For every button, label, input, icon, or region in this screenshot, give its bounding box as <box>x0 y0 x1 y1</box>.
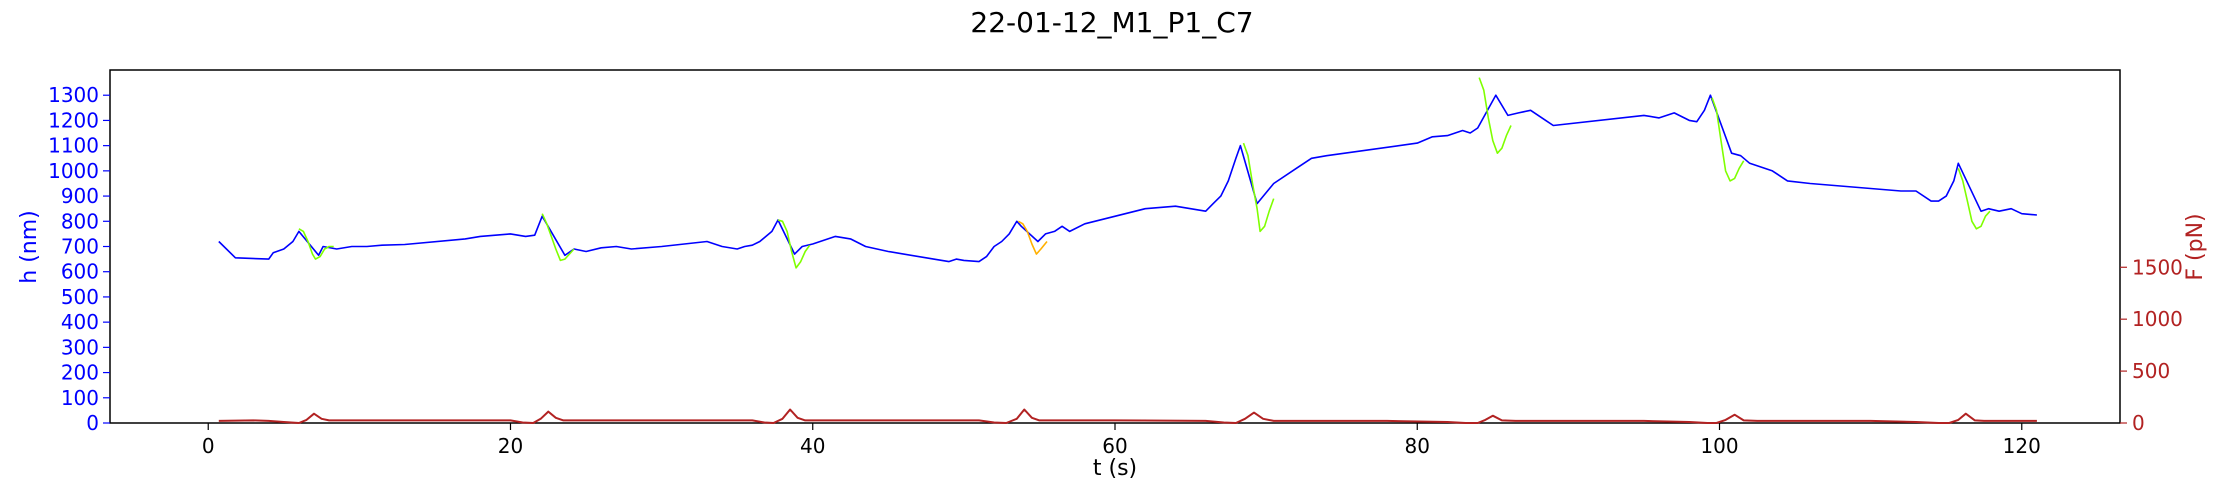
height-trace-6 <box>1478 77 1512 154</box>
series-layer <box>218 77 2037 424</box>
x-tick-label: 20 <box>498 434 523 458</box>
x-tick-label: 80 <box>1405 434 1430 458</box>
left-y-tick-label: 0 <box>86 411 99 435</box>
left-y-tick-label: 300 <box>61 335 99 359</box>
x-tick-label: 120 <box>2003 434 2041 458</box>
height-trace-4 <box>1017 220 1048 255</box>
left-y-tick-label: 1000 <box>48 159 99 183</box>
x-tick-label: 100 <box>1700 434 1738 458</box>
left-y-tick-label: 700 <box>61 235 99 259</box>
right-y-tick-label: 1000 <box>2132 307 2183 331</box>
x-axis-ticks: 0 20 40 60 80 100 120 <box>202 423 2041 458</box>
left-y-tick-label: 600 <box>61 260 99 284</box>
x-axis-label: t (s) <box>1093 456 1137 481</box>
right-y-axis-ticks: 0 500 1000 1500 <box>2120 255 2183 435</box>
plot-frame <box>109 69 2121 424</box>
left-y-tick-label: 100 <box>61 386 99 410</box>
left-y-tick-label: 800 <box>61 209 99 233</box>
height-trace-7 <box>1711 97 1745 182</box>
right-y-tick-label: 500 <box>2132 359 2170 383</box>
height-trace-3 <box>777 219 811 269</box>
right-y-tick-label: 1500 <box>2132 255 2183 279</box>
x-tick-label: 0 <box>202 434 215 458</box>
left-y-tick-label: 1100 <box>48 134 99 158</box>
height-trace-2 <box>541 213 575 262</box>
height-trace-0 <box>218 94 2037 263</box>
left-y-axis-label: h (nm) <box>17 210 42 283</box>
height-trace-1 <box>298 228 334 260</box>
left-y-axis-ticks: 0100200300400500600700800900100011001200… <box>48 83 110 435</box>
left-y-tick-label: 200 <box>61 361 99 385</box>
left-y-tick-label: 1300 <box>48 83 99 107</box>
left-y-tick-label: 400 <box>61 310 99 334</box>
left-y-tick-label: 500 <box>61 285 99 309</box>
x-tick-label: 40 <box>800 434 825 458</box>
left-y-tick-label: 1200 <box>48 108 99 132</box>
x-tick-label: 60 <box>1102 434 1127 458</box>
right-y-axis-label: F (pN) <box>2183 213 2208 280</box>
height-trace-5 <box>1242 142 1275 233</box>
chart-title: 22-01-12_M1_P1_C7 <box>970 6 1253 39</box>
force-trace-9 <box>218 408 2037 424</box>
left-y-tick-label: 900 <box>61 184 99 208</box>
right-y-tick-label: 0 <box>2132 411 2145 435</box>
height-trace-8 <box>1957 168 1991 230</box>
